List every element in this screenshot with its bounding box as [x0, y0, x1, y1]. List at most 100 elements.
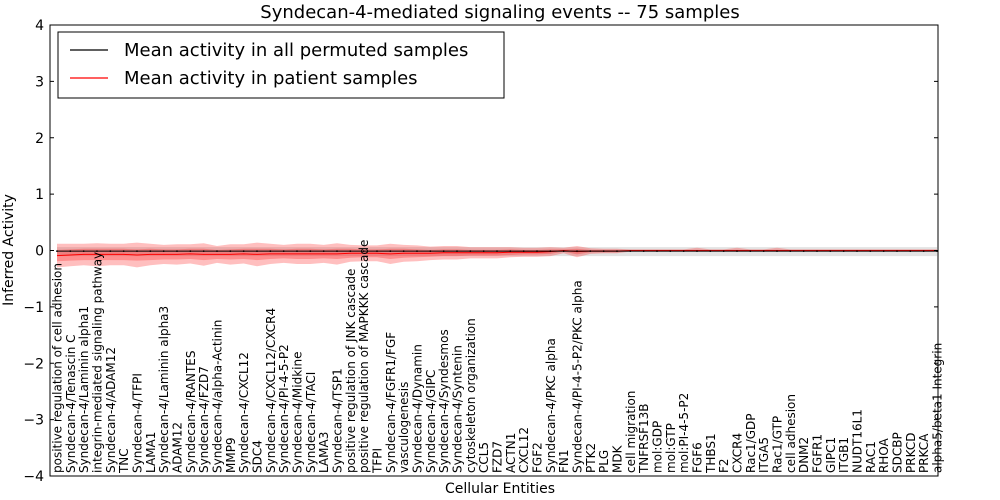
permuted-point — [56, 250, 58, 253]
permuted-point — [469, 250, 472, 253]
permuted-point — [896, 250, 898, 253]
permuted-point — [269, 250, 272, 253]
permuted-point — [656, 250, 658, 253]
x-tick-label: SDC4 — [251, 440, 265, 473]
x-tick-label: PRKCD — [904, 433, 918, 473]
x-tick-label: Syndecan-4/Laminin alpha3 — [157, 306, 171, 473]
y-tick-label: −2 — [23, 356, 44, 372]
x-tick-label: FGFR1 — [811, 434, 825, 473]
permuted-point — [322, 250, 325, 253]
permuted-point — [802, 250, 805, 253]
x-tick-label: positive regulation of cell adhesion — [51, 263, 65, 473]
legend-label-permuted: Mean activity in all permuted samples — [124, 40, 468, 61]
x-tick-label: Syndecan-4/PI-4-5-P2/PKC alpha — [571, 280, 585, 473]
permuted-point — [522, 250, 525, 253]
x-tick-label: Syndecan-4/PKC alpha — [544, 338, 558, 473]
x-tick-label: cytoskeleton organization — [464, 318, 478, 473]
x-tick-label: vasculogenesis — [397, 382, 411, 473]
permuted-point — [816, 250, 818, 253]
y-tick-label: 0 — [35, 244, 44, 260]
x-tick-label: integrin-mediated signaling pathway — [91, 252, 105, 473]
permuted-point — [869, 250, 872, 253]
x-tick-label: Syndecan-4/FGFR1/FGF — [384, 332, 398, 473]
permuted-point — [296, 250, 298, 253]
x-tick-label: Rac1/GTP — [771, 416, 785, 473]
x-tick-label: FN1 — [557, 450, 571, 474]
x-tick-label: mol:PI-4-5-P2 — [677, 393, 691, 473]
y-tick-label: 3 — [35, 74, 44, 90]
permuted-point — [762, 250, 765, 253]
x-tick-label: Syndecan-4/Laminin alpha1 — [77, 306, 91, 473]
x-tick-label: Syndecan-4/FZD7 — [197, 366, 211, 473]
x-tick-label: Syndecan-4/GIPC — [424, 370, 438, 473]
permuted-point — [856, 250, 858, 253]
x-tick-label: LAMA1 — [144, 432, 158, 473]
permuted-point — [189, 250, 192, 253]
x-tick-label: ACTN1 — [504, 433, 518, 473]
legend-box — [57, 31, 505, 99]
permuted-point — [162, 250, 165, 253]
permuted-point — [202, 250, 205, 253]
y-tick-label: −3 — [23, 413, 44, 429]
permuted-point — [109, 250, 112, 253]
y-tick-label: −1 — [23, 300, 44, 316]
x-tick-label: cell migration — [624, 391, 638, 473]
permuted-point — [882, 250, 885, 253]
permuted-point — [829, 250, 832, 253]
permuted-point — [616, 250, 618, 253]
permuted-point — [496, 250, 498, 253]
x-tick-label: Syndecan-4/TFPI — [131, 373, 145, 473]
x-tick-label: DNM2 — [797, 437, 811, 473]
x-tick-label: ITGB1 — [837, 437, 851, 473]
x-tick-label: positive regulation of JNK cascade — [344, 269, 358, 473]
permuted-point — [176, 250, 178, 253]
x-tick-label: SDCBP — [891, 432, 905, 473]
x-tick-label: FGF6 — [691, 442, 705, 473]
x-tick-label: Syndecan-4/TSP1 — [331, 368, 345, 473]
x-tick-label: FGF2 — [531, 442, 545, 473]
permuted-point — [549, 250, 552, 253]
x-tick-label: PRKCA — [917, 433, 931, 473]
x-tick-label: GIPC1 — [824, 437, 838, 473]
permuted-point — [842, 250, 845, 253]
permuted-point — [602, 250, 605, 253]
y-tick-label: 2 — [35, 131, 44, 147]
patient-band-inner — [57, 248, 937, 262]
permuted-point — [682, 250, 685, 253]
x-tick-label: Syndecan-4/Midkine — [291, 352, 305, 473]
permuted-point — [922, 250, 925, 253]
permuted-point — [909, 250, 912, 253]
x-tick-label: THBS1 — [704, 433, 718, 474]
permuted-point — [69, 250, 72, 253]
permuted-point — [96, 250, 98, 253]
x-tick-label: LAMA3 — [317, 432, 331, 473]
permuted-point — [749, 250, 752, 253]
permuted-point — [149, 250, 152, 253]
x-tick-label: CCL5 — [477, 442, 491, 473]
x-tick-label: Syndecan-4/Syntenin — [451, 345, 465, 473]
permuted-point — [456, 250, 458, 253]
permuted-point — [349, 250, 352, 253]
y-tick-label: 4 — [35, 18, 44, 34]
permuted-point — [482, 250, 485, 253]
x-tick-label: ITGA5 — [757, 437, 771, 473]
x-tick-label: CXCL12 — [517, 427, 531, 473]
x-tick-label: Syndecan-4/ADAM12 — [104, 347, 118, 473]
permuted-point — [336, 250, 338, 253]
permuted-point — [309, 250, 312, 253]
x-tick-label: alpha5/beta1 Integrin — [931, 343, 945, 473]
x-tick-label: TNC — [117, 448, 131, 474]
x-tick-label: MDK — [611, 444, 625, 473]
x-tick-label: Syndecan-4/TACI — [304, 372, 318, 473]
legend-label-patient: Mean activity in patient samples — [124, 68, 418, 89]
x-tick-label: NUDT16L1 — [851, 409, 865, 473]
permuted-point — [229, 250, 232, 253]
permuted-point — [136, 250, 138, 253]
x-tick-label: positive regulation of MAPKKK cascade — [357, 240, 371, 473]
x-tick-label: TFPI — [371, 448, 385, 474]
x-tick-label: mol:GTP — [664, 423, 678, 473]
x-tick-label: ADAM12 — [171, 422, 185, 473]
permuted-point — [389, 250, 392, 253]
x-tick-label: RAC1 — [864, 441, 878, 473]
x-tick-label: Syndecan-4/Tenascin C — [64, 334, 78, 473]
